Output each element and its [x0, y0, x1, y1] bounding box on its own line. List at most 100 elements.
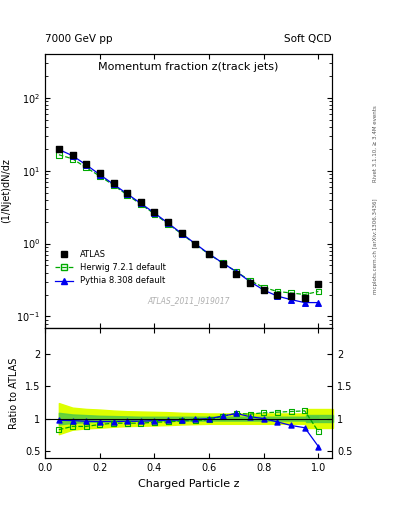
Point	[138, 200, 144, 208]
Point	[124, 191, 130, 199]
Text: Momentum fraction z(track jets): Momentum fraction z(track jets)	[99, 62, 279, 72]
Point	[301, 423, 308, 432]
Point	[233, 410, 240, 418]
Point	[110, 180, 117, 188]
Bar	[306, 409, 333, 429]
Point	[70, 151, 76, 159]
Point	[83, 161, 89, 169]
Point	[138, 199, 144, 207]
Point	[261, 409, 267, 417]
Point	[261, 415, 267, 423]
Point	[288, 289, 294, 297]
Point	[138, 419, 144, 428]
Point	[192, 241, 198, 249]
Point	[165, 220, 171, 228]
Point	[315, 428, 321, 436]
Point	[124, 419, 130, 428]
Point	[301, 294, 308, 302]
Point	[179, 416, 185, 424]
Point	[151, 416, 158, 424]
Legend: ATLAS, Herwig 7.2.1 default, Pythia 8.308 default: ATLAS, Herwig 7.2.1 default, Pythia 8.30…	[52, 248, 168, 288]
Point	[220, 412, 226, 420]
Point	[301, 298, 308, 307]
Point	[192, 415, 198, 423]
Point	[274, 287, 281, 295]
Point	[56, 145, 62, 154]
Point	[56, 151, 62, 159]
Point	[110, 419, 117, 428]
Point	[301, 407, 308, 415]
Point	[165, 418, 171, 426]
Point	[179, 229, 185, 238]
Point	[151, 208, 158, 216]
Point	[124, 417, 130, 425]
Point	[247, 279, 253, 287]
X-axis label: Charged Particle z: Charged Particle z	[138, 479, 239, 488]
Y-axis label: (1/Njet)dN/dz: (1/Njet)dN/dz	[1, 158, 11, 223]
Point	[138, 417, 144, 425]
Point	[315, 280, 321, 288]
Point	[220, 412, 226, 420]
Point	[274, 290, 281, 298]
Point	[315, 442, 321, 451]
Text: ATLAS_2011_I919017: ATLAS_2011_I919017	[147, 296, 230, 305]
Point	[56, 416, 62, 424]
Bar	[306, 415, 333, 422]
Point	[233, 268, 240, 276]
Point	[83, 159, 89, 167]
Point	[124, 190, 130, 198]
Point	[247, 413, 253, 421]
Point	[247, 276, 253, 285]
Point	[83, 163, 89, 172]
Point	[261, 286, 267, 294]
Point	[274, 292, 281, 300]
Point	[233, 268, 240, 276]
Point	[138, 198, 144, 206]
Point	[165, 218, 171, 226]
Point	[233, 410, 240, 418]
Point	[110, 181, 117, 189]
Point	[70, 416, 76, 424]
Point	[220, 259, 226, 267]
Point	[151, 210, 158, 218]
Point	[70, 422, 76, 431]
Point	[110, 179, 117, 187]
Point	[70, 155, 76, 163]
Y-axis label: Ratio to ATLAS: Ratio to ATLAS	[9, 357, 19, 429]
Point	[301, 290, 308, 298]
Point	[179, 417, 185, 425]
Point	[206, 250, 212, 258]
Point	[151, 418, 158, 426]
Point	[83, 422, 89, 431]
Point	[247, 278, 253, 286]
Point	[83, 417, 89, 425]
Text: Rivet 3.1.10, ≥ 3.4M events: Rivet 3.1.10, ≥ 3.4M events	[373, 105, 378, 182]
Point	[70, 152, 76, 160]
Point	[192, 240, 198, 248]
Point	[247, 410, 253, 418]
Point	[97, 170, 103, 179]
Point	[288, 292, 294, 300]
Text: mcplots.cern.ch [arXiv:1306.3436]: mcplots.cern.ch [arXiv:1306.3436]	[373, 198, 378, 293]
Point	[165, 416, 171, 424]
Point	[206, 416, 212, 424]
Point	[274, 408, 281, 416]
Point	[151, 209, 158, 217]
Point	[261, 286, 267, 294]
Point	[97, 417, 103, 425]
Point	[288, 295, 294, 304]
Point	[315, 298, 321, 307]
Point	[220, 260, 226, 268]
Point	[165, 219, 171, 227]
Point	[124, 188, 130, 197]
Point	[288, 421, 294, 430]
Point	[110, 417, 117, 425]
Point	[179, 229, 185, 237]
Text: 7000 GeV pp: 7000 GeV pp	[45, 33, 113, 44]
Point	[206, 250, 212, 258]
Point	[220, 259, 226, 267]
Text: Soft QCD: Soft QCD	[285, 33, 332, 44]
Point	[97, 420, 103, 429]
Point	[288, 408, 294, 416]
Point	[56, 425, 62, 434]
